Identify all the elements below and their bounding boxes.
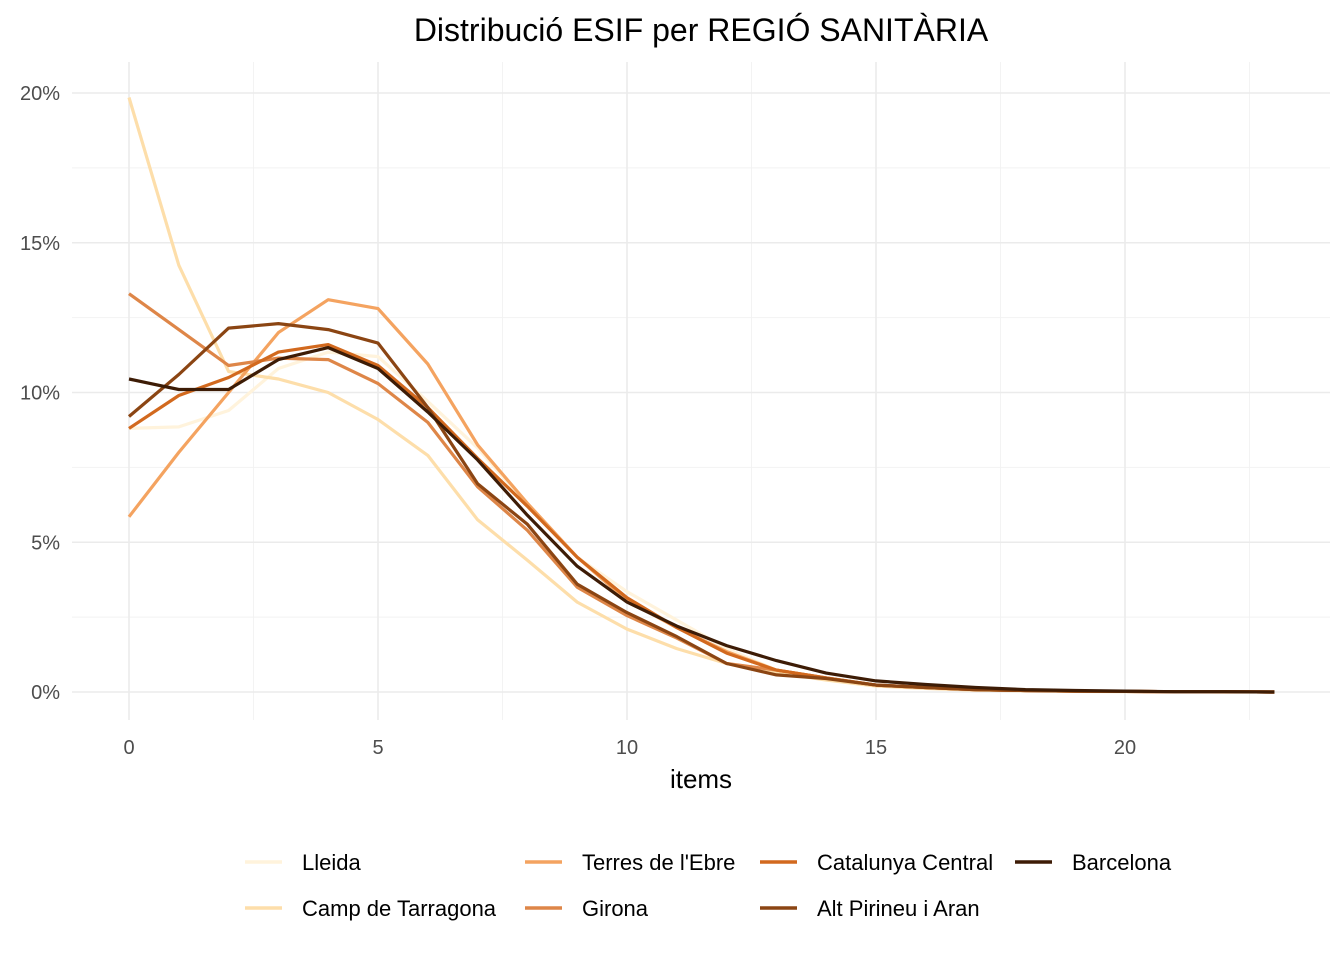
legend-label: Camp de Tarragona — [302, 896, 497, 921]
legend-item-catalunya-central: Catalunya Central — [760, 850, 993, 875]
legend-item-terres-de-l-ebre: Terres de l'Ebre — [525, 850, 735, 875]
chart-title: Distribució ESIF per REGIÓ SANITÀRIA — [414, 12, 989, 48]
x-tick-label: 10 — [616, 737, 638, 759]
y-tick-label: 15% — [20, 233, 60, 255]
series-line-camp-de-tarragona — [127, 97, 1275, 694]
legend-label: Girona — [582, 896, 649, 921]
legend-label: Terres de l'Ebre — [582, 850, 735, 875]
y-tick-label: 10% — [20, 383, 60, 405]
series-line-catalunya-central — [128, 343, 1275, 694]
y-tick-label: 0% — [31, 682, 60, 704]
series-line-barcelona — [128, 346, 1275, 694]
gridlines — [72, 62, 1330, 720]
x-axis-ticks: 0 5 10 15 20 — [123, 737, 1136, 759]
y-tick-label: 20% — [20, 83, 60, 105]
legend-item-camp-de-tarragona: Camp de Tarragona — [245, 896, 497, 921]
y-tick-label: 5% — [31, 532, 60, 554]
x-tick-label: 15 — [865, 737, 887, 759]
x-tick-label: 0 — [123, 737, 134, 759]
legend-label: Alt Pirineu i Aran — [817, 896, 980, 921]
x-tick-label: 20 — [1114, 737, 1136, 759]
legend-label: Catalunya Central — [817, 850, 993, 875]
legend: Lleida Camp de Tarragona Terres de l'Ebre G… — [245, 850, 1172, 921]
series-layer — [127, 97, 1275, 694]
legend-label: Barcelona — [1072, 850, 1172, 875]
y-axis-ticks: 0% 5% 10% 15% 20% — [20, 83, 60, 704]
legend-item-alt-pirineu-i-aran: Alt Pirineu i Aran — [760, 896, 980, 921]
legend-label: Lleida — [302, 850, 361, 875]
legend-item-barcelona: Barcelona — [1015, 850, 1172, 875]
legend-item-lleida: Lleida — [245, 850, 361, 875]
x-tick-label: 5 — [372, 737, 383, 759]
legend-item-girona: Girona — [525, 896, 649, 921]
x-axis-label: items — [670, 764, 732, 794]
